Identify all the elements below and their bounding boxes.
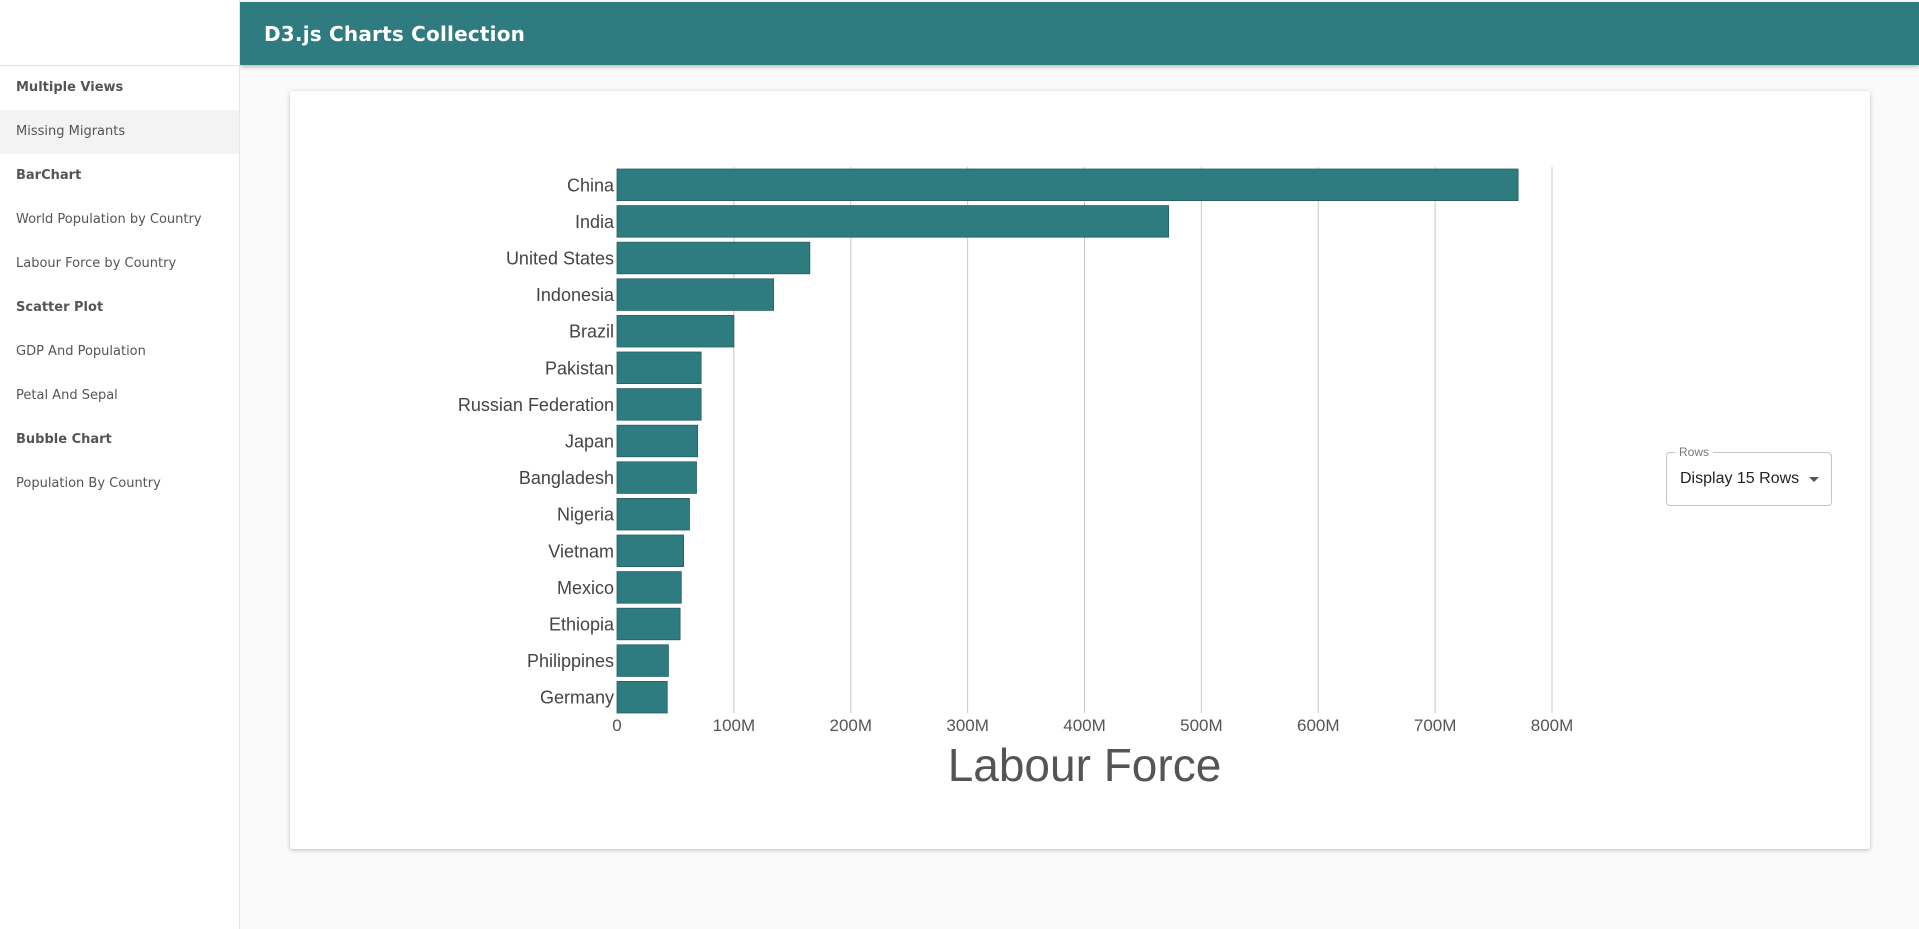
caret-down-icon xyxy=(1809,477,1819,482)
rows-select[interactable]: Rows Display 15 Rows xyxy=(1666,445,1832,506)
bar xyxy=(616,571,682,604)
bar xyxy=(616,241,811,275)
bar xyxy=(616,388,702,421)
rows-select-value: Display 15 Rows xyxy=(1680,470,1800,487)
sidebar-section-scatter-plot: Scatter Plot xyxy=(16,300,104,315)
x-tick-label: 500M xyxy=(1180,716,1223,735)
category-label: Pakistan xyxy=(545,358,614,378)
category-label: Mexico xyxy=(557,578,614,598)
x-tick-label: 700M xyxy=(1414,716,1457,735)
bar xyxy=(616,314,735,348)
category-label: Indonesia xyxy=(536,285,615,305)
x-tick-label: 800M xyxy=(1531,716,1574,735)
rows-select-legend: Rows xyxy=(1675,445,1714,459)
chart-card: 0 100M 200M 300M 400M 500M 600M 700M 800M China In… xyxy=(290,91,1870,849)
bar xyxy=(616,205,1170,238)
category-label: Japan xyxy=(565,432,614,452)
x-tick-label: 400M xyxy=(1063,716,1106,735)
category-label: Brazil xyxy=(569,322,614,342)
category-label: India xyxy=(575,212,615,232)
bar xyxy=(616,424,699,458)
sidebar-item-missing-migrants[interactable]: Missing Migrants xyxy=(0,110,239,154)
bar xyxy=(616,681,668,714)
category-label: Germany xyxy=(540,688,614,708)
bar xyxy=(616,278,775,311)
sidebar-header xyxy=(0,0,239,66)
sidebar-item-petal-sepal[interactable]: Petal And Sepal xyxy=(16,388,118,403)
bar xyxy=(616,461,697,494)
sidebar-section-barchart: BarChart xyxy=(16,168,82,183)
x-tick-label: 100M xyxy=(713,716,756,735)
bar xyxy=(616,607,681,641)
sidebar-section-multiple-views: Multiple Views xyxy=(16,80,124,95)
x-axis-title: Labour Force xyxy=(948,739,1222,791)
bar-chart: 0 100M 200M 300M 400M 500M 600M 700M 800M China In… xyxy=(458,167,1574,791)
x-tick-label: 300M xyxy=(946,716,989,735)
sidebar-section-bubble-chart: Bubble Chart xyxy=(16,432,112,447)
x-tick-label: 0 xyxy=(612,716,621,735)
bar xyxy=(616,534,685,568)
sidebar: Multiple Views Missing Migrants BarChart… xyxy=(0,0,240,929)
bar xyxy=(616,497,690,531)
bar xyxy=(616,168,1519,202)
sidebar-item-gdp-population[interactable]: GDP And Population xyxy=(16,344,146,359)
sidebar-item-world-population[interactable]: World Population by Country xyxy=(16,212,202,227)
app-title: D3.js Charts Collection xyxy=(264,21,526,46)
category-label: Bangladesh xyxy=(519,468,614,488)
category-label: United States xyxy=(506,249,614,269)
category-label: Russian Federation xyxy=(458,395,614,415)
x-tick-label: 200M xyxy=(829,716,872,735)
category-label: Ethiopia xyxy=(549,615,615,635)
category-label: Vietnam xyxy=(548,541,614,561)
app-bar: D3.js Charts Collection xyxy=(240,2,1919,65)
sidebar-item-population-by-country[interactable]: Population By Country xyxy=(16,476,161,491)
bar xyxy=(616,644,669,677)
category-label: Philippines xyxy=(527,651,614,671)
sidebar-item-labour-force[interactable]: Labour Force by Country xyxy=(16,256,177,271)
category-label: China xyxy=(567,175,615,195)
category-label: Nigeria xyxy=(557,505,615,525)
bar xyxy=(616,351,702,385)
x-tick-label: 600M xyxy=(1297,716,1340,735)
